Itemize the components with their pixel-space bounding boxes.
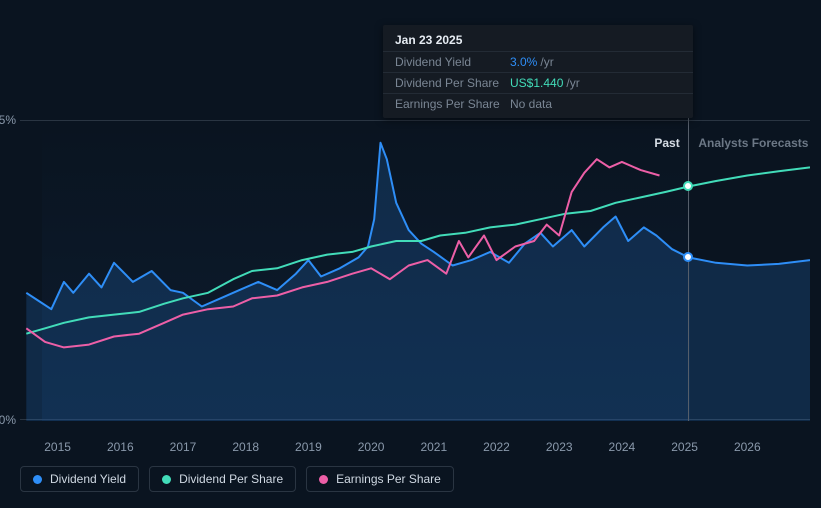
legend-label: Earnings Per Share (336, 472, 441, 486)
hover-tooltip: Jan 23 2025 Dividend Yield3.0%/yrDividen… (383, 25, 693, 118)
legend-dot (162, 475, 171, 484)
tooltip-row: Dividend Yield3.0%/yr (383, 51, 693, 72)
x-axis-tick: 2015 (44, 440, 71, 454)
x-axis-tick: 2025 (671, 440, 698, 454)
legend-item[interactable]: Dividend Yield (20, 466, 139, 492)
y-axis-tick: 5.5% (0, 113, 16, 127)
x-axis-tick: 2020 (358, 440, 385, 454)
x-axis-tick: 2019 (295, 440, 322, 454)
x-axis-tick: 2018 (232, 440, 259, 454)
legend-item[interactable]: Dividend Per Share (149, 466, 296, 492)
x-axis-tick: 2022 (483, 440, 510, 454)
chart-svg (20, 121, 810, 421)
tooltip-row: Earnings Per ShareNo data (383, 93, 693, 114)
tooltip-key: Dividend Yield (395, 55, 510, 69)
tooltip-value: US$1.440 (510, 76, 563, 90)
legend: Dividend Yield Dividend Per Share Earnings… (20, 466, 454, 492)
legend-dot (319, 475, 328, 484)
legend-label: Dividend Per Share (179, 472, 283, 486)
series-marker-dot (683, 252, 693, 262)
y-axis-tick: 0% (0, 413, 16, 427)
dividend-chart: Past Analysts Forecasts Jan 23 2025 Divi… (0, 0, 821, 508)
tooltip-row: Dividend Per ShareUS$1.440/yr (383, 72, 693, 93)
tooltip-key: Dividend Per Share (395, 76, 510, 90)
tooltip-value: No data (510, 97, 552, 111)
legend-item[interactable]: Earnings Per Share (306, 466, 454, 492)
x-axis-tick: 2021 (420, 440, 447, 454)
tooltip-title: Jan 23 2025 (383, 31, 693, 51)
tooltip-key: Earnings Per Share (395, 97, 510, 111)
x-axis-tick: 2023 (546, 440, 573, 454)
series-marker-dot (683, 181, 693, 191)
x-axis-tick: 2016 (107, 440, 134, 454)
plot-area[interactable]: Past Analysts Forecasts (20, 120, 810, 420)
legend-label: Dividend Yield (50, 472, 126, 486)
x-axis-tick: 2024 (609, 440, 636, 454)
tooltip-suffix: /yr (566, 76, 579, 90)
past-label: Past (654, 136, 679, 150)
legend-dot (33, 475, 42, 484)
tooltip-value: 3.0% (510, 55, 537, 69)
tooltip-suffix: /yr (540, 55, 553, 69)
forecast-label: Analysts Forecasts (698, 136, 808, 150)
x-axis-tick: 2026 (734, 440, 761, 454)
x-axis-tick: 2017 (170, 440, 197, 454)
